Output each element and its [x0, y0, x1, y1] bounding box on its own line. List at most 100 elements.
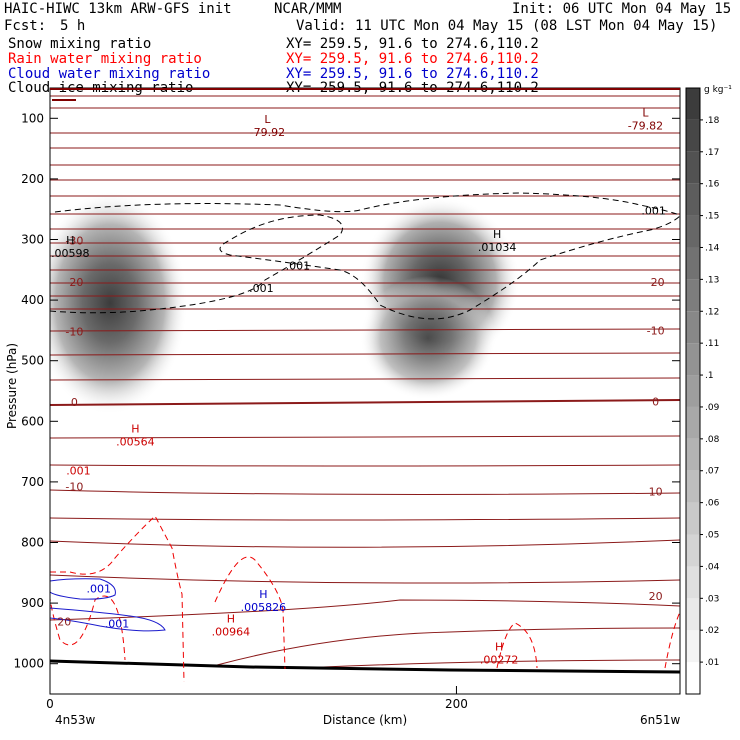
extremum-marker: H	[259, 588, 267, 601]
extremum-value: -79.82	[628, 120, 663, 133]
colorbar-swatch	[686, 151, 700, 184]
valid-time: Valid: 11 UTC Mon 04 May 15 (08 LST Mon …	[296, 18, 718, 34]
terrain-surface	[50, 659, 680, 674]
isotherm	[50, 352, 680, 356]
colorbar-swatch	[686, 183, 700, 216]
forecast-label: Fcst:	[4, 18, 47, 34]
extremum-marker: H	[66, 234, 74, 247]
contour-label: .001	[87, 583, 112, 596]
colorbar-unit: g kg⁻¹	[704, 85, 732, 95]
temperature-contours	[50, 95, 680, 669]
colorbar-tick-label: .06	[705, 499, 720, 509]
y-tick-label: 800	[21, 536, 44, 550]
x-axis-right-endpoint: 6n51w	[640, 713, 681, 727]
extremum-marker: H	[495, 641, 503, 654]
isotherm	[50, 489, 680, 495]
init-time: Init: 06 UTC Mon 04 May 15	[512, 1, 732, 17]
rain-water-contours	[50, 515, 680, 683]
isotherm-label: 20	[57, 615, 71, 628]
isotherm-label: 20	[649, 590, 663, 603]
y-tick-label: 600	[21, 414, 44, 428]
contour-label: .001	[249, 282, 274, 295]
contour-label: .001	[286, 260, 311, 273]
cloud-water-contour	[50, 607, 166, 632]
contour-label: .001	[66, 464, 91, 477]
rain-contour	[664, 611, 680, 669]
y-tick-label: 300	[21, 233, 44, 247]
isotherm-label: 0	[652, 395, 659, 408]
y-tick-label: 700	[21, 475, 44, 489]
extremum-value: .00964	[212, 626, 251, 639]
colorbar-tick-label: .03	[705, 594, 719, 604]
isotherm	[50, 599, 680, 621]
colorbar-tick-label: .05	[705, 531, 719, 541]
colorbar-tick-label: .13	[705, 275, 719, 285]
colorbar: .01 .02 .03 .04 .05 .06 .07 .08 .09 .1 .11 .12 .13 .1…	[685, 87, 720, 695]
colorbar-swatch	[686, 566, 700, 599]
cloud-water-contours	[50, 578, 166, 632]
contour-label: .001	[105, 618, 130, 631]
extremum-value: .00564	[116, 435, 155, 448]
rain-contour	[496, 622, 538, 669]
y-tick-label: 500	[21, 354, 44, 368]
isotherm-label: -30	[65, 235, 83, 248]
rain-contour	[50, 515, 185, 683]
x-tick-label: 0	[46, 697, 54, 711]
y-tick-label: 900	[21, 596, 44, 610]
colorbar-swatch	[686, 311, 700, 344]
isotherm-label: 0	[71, 396, 78, 409]
contour-label: .001	[641, 204, 666, 217]
field-cloudice-xy: XY= 259.5, 91.6 to 274.6,110.2	[286, 80, 539, 96]
contour-labels: .001 .001 .001 .001 .001 .001	[66, 204, 666, 630]
extremum-marker: L	[264, 113, 271, 126]
y-tick-label: 400	[21, 293, 44, 307]
isotherm-label: -10	[65, 326, 83, 339]
colorbar-swatch	[686, 630, 700, 663]
isotherm	[50, 539, 680, 548]
colorbar-frame	[685, 87, 701, 695]
colorbar-swatch	[686, 375, 700, 407]
colorbar-tick-label: .18	[705, 116, 720, 126]
isotherm-labels: -30 -20 -10 0 -10 20 -20 -10 0 10 20	[57, 235, 664, 629]
isotherm-label: -10	[647, 324, 665, 337]
plot-center: NCAR/MMM	[274, 1, 342, 17]
y-tick-label: 200	[21, 172, 44, 186]
colorbar-tick-label: .14	[705, 243, 720, 253]
colorbar-swatch	[686, 438, 700, 471]
cloud-water-contour	[50, 578, 116, 600]
isotherm	[50, 574, 680, 584]
extremum-marker: H	[227, 613, 235, 626]
isotherm-label: 10	[649, 486, 663, 499]
extremum-value: -79.92	[250, 126, 285, 139]
colorbar-swatch	[686, 119, 700, 152]
plot-title: HAIC-HIWC 13km ARW-GFS init	[4, 1, 232, 17]
isotherm	[50, 377, 680, 381]
snow-maximum-left	[50, 191, 188, 415]
colorbar-tick-label: .11	[705, 339, 719, 349]
field-rain-name: Rain water mixing ratio	[8, 51, 202, 67]
isotherm	[50, 435, 680, 439]
extremum-marker: H	[493, 228, 501, 241]
x-tick-label: 200	[445, 697, 468, 711]
extremum-value: .005826	[241, 601, 287, 614]
isotherm	[50, 464, 680, 467]
colorbar-tick-label: .01	[705, 658, 719, 668]
colorbar-tick-label: .02	[705, 626, 719, 636]
cloud-ice-contour	[54, 192, 680, 216]
y-axis-label: Pressure (hPa)	[5, 343, 19, 429]
colorbar-swatch	[686, 88, 700, 120]
snow-maximum-right-lower	[360, 276, 496, 400]
colorbar-swatch	[686, 279, 700, 312]
rain-contour	[214, 556, 286, 670]
extremum-value: .00598	[51, 247, 90, 260]
field-snow-name: Snow mixing ratio	[8, 36, 152, 52]
colorbar-tick-label: .12	[705, 307, 719, 317]
x-axis-left-endpoint: 4n53w	[55, 713, 96, 727]
colorbar-tick-label: .16	[705, 180, 720, 190]
cloud-ice-contour	[50, 214, 680, 320]
isotherm-label: -20	[65, 276, 83, 289]
colorbar-swatch	[686, 662, 700, 694]
colorbar-swatch	[686, 470, 700, 503]
field-cloudwater-name: Cloud water mixing ratio	[8, 66, 211, 82]
